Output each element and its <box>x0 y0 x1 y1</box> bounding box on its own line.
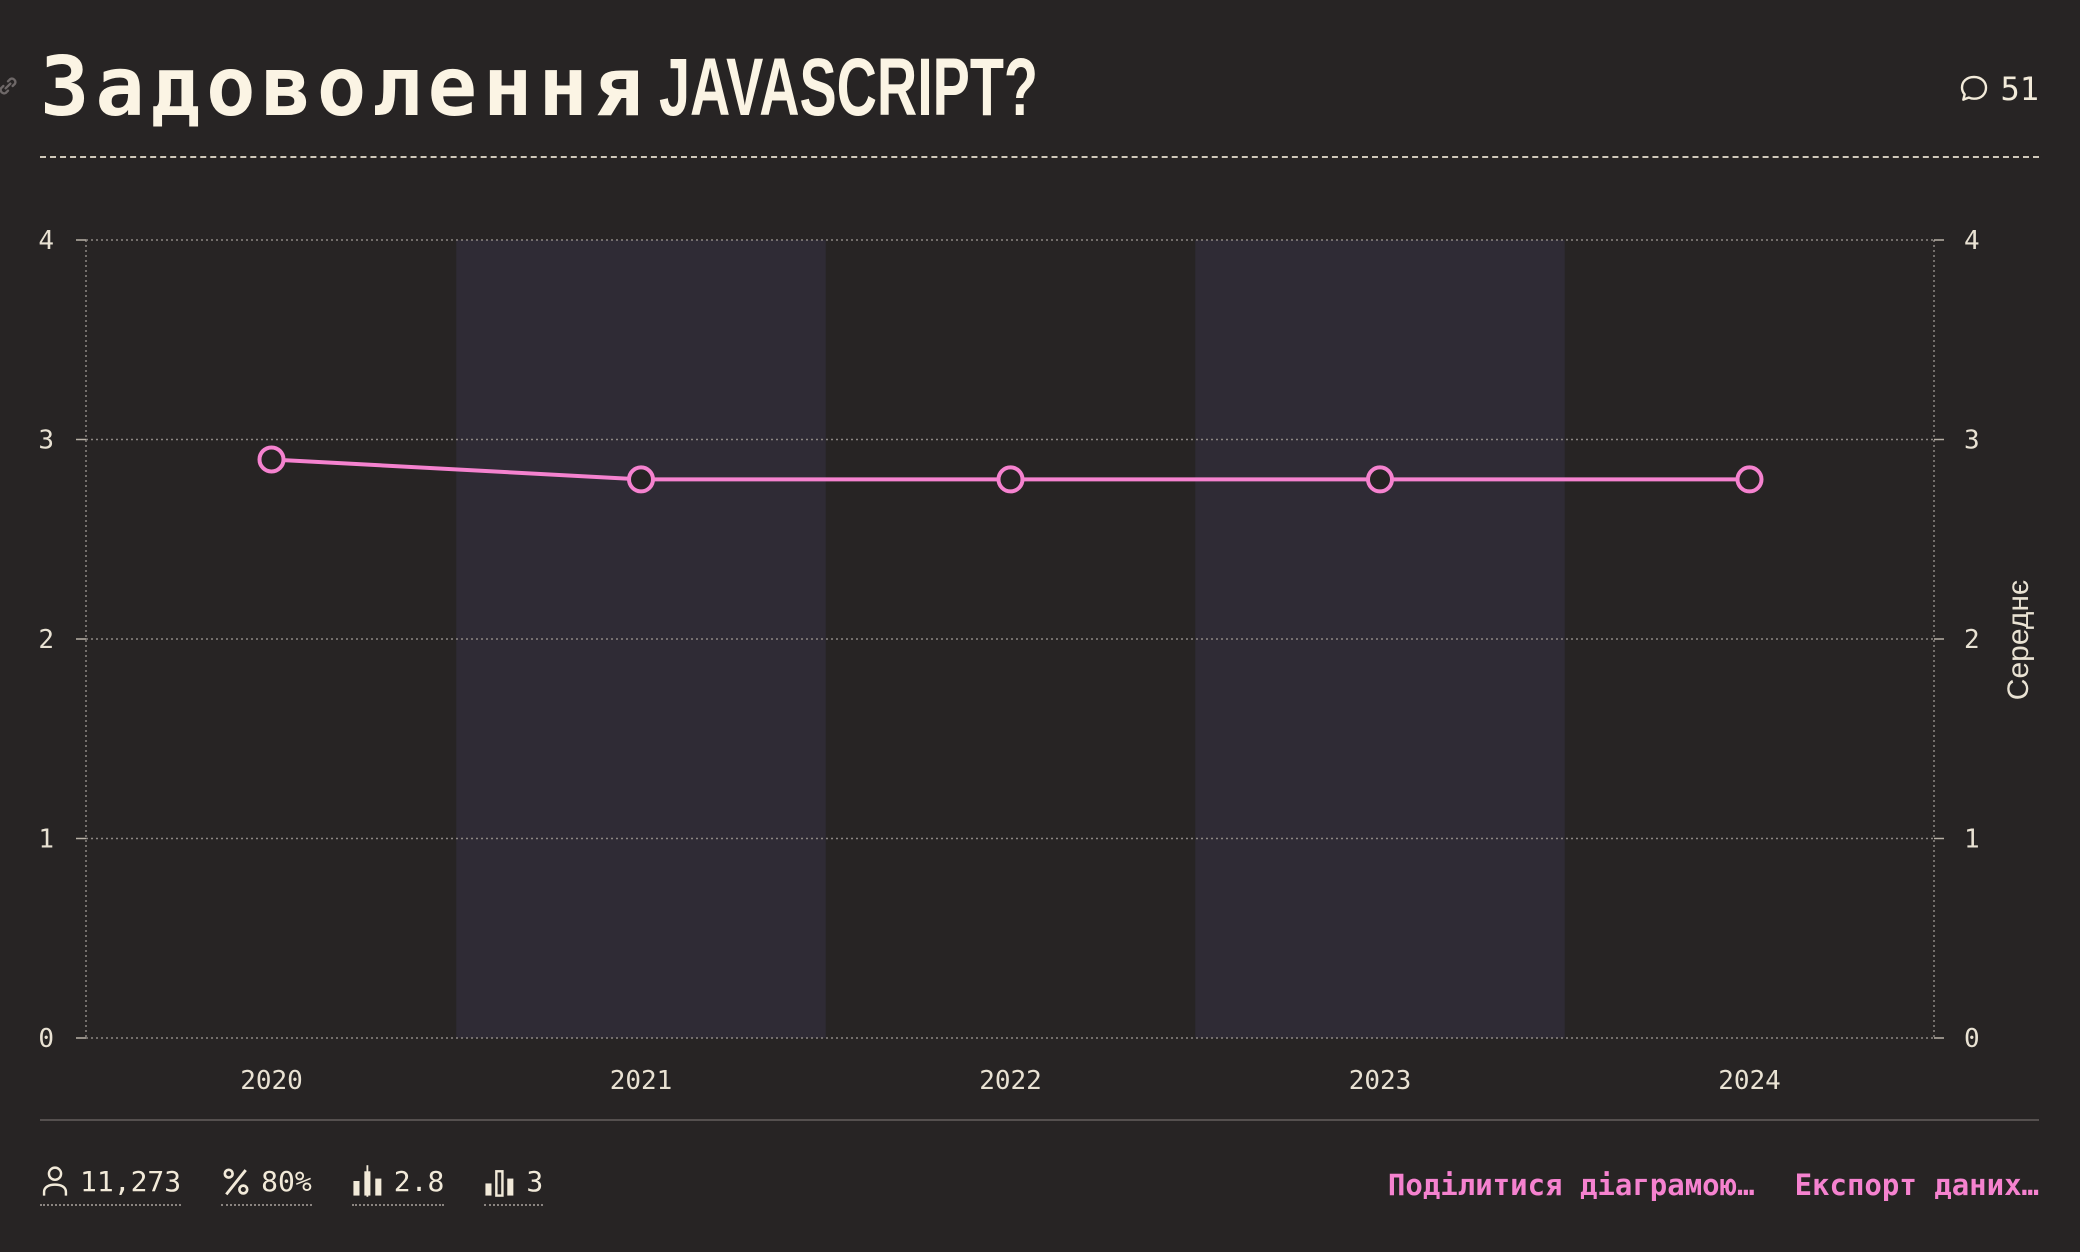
y-axis-left: 0 1 2 3 4 <box>38 226 86 1054</box>
data-point <box>257 445 286 474</box>
median-icon <box>485 1170 514 1197</box>
link-icon[interactable] <box>0 72 22 100</box>
x-axis: 2020 2021 2022 2023 2024 <box>240 1066 1781 1096</box>
x-tick-label: 2021 <box>610 1066 673 1096</box>
comment-icon <box>1961 75 1988 101</box>
page-title: Задоволення JAVASCRIPT? <box>40 38 1216 138</box>
x-tick-label: 2020 <box>240 1066 303 1096</box>
title-main: Задоволення <box>40 40 650 135</box>
chart-bands <box>456 240 1565 1038</box>
percent-value: 80% <box>261 1164 312 1198</box>
percent-icon <box>223 1168 249 1196</box>
data-point <box>627 465 655 494</box>
chart-stats: 11,273 80% 2.8 3 <box>40 1164 544 1206</box>
comments-button[interactable]: 51 <box>1958 70 2039 108</box>
y-tick-label: 4 <box>38 226 54 256</box>
y-axis-right: 0 1 2 3 4 <box>1934 226 1980 1054</box>
data-point <box>1366 465 1394 494</box>
data-point <box>1735 465 1764 494</box>
x-tick-label: 2022 <box>979 1066 1042 1096</box>
average-icon <box>353 1165 382 1197</box>
y-tick-label: 2 <box>38 625 54 655</box>
footer-divider <box>40 1119 2039 1121</box>
y-tick-label: 0 <box>38 1024 54 1054</box>
y-tick-label: 1 <box>38 825 54 855</box>
comment-count: 51 <box>2000 70 2039 108</box>
y-tick-label: 3 <box>1964 426 1980 456</box>
chart-actions: Поділитися діаграмою… Експорт даних… <box>1388 1168 2039 1202</box>
y-tick-label: 3 <box>38 426 54 456</box>
chart-band <box>1195 240 1565 1038</box>
y-tick-label: 1 <box>1964 825 1980 855</box>
chart-points <box>257 445 1764 494</box>
average-value: 2.8 <box>393 1164 445 1198</box>
percent-stat[interactable]: 80% <box>221 1164 312 1206</box>
share-chart-button[interactable]: Поділитися діаграмою… <box>1387 1168 1755 1202</box>
line-chart: 0 1 2 3 4 0 1 2 3 4 2020 2021 2022 2023 2024 Середнє <box>38 226 2035 1096</box>
respondents-value: 11,273 <box>80 1164 182 1198</box>
average-stat[interactable]: 2.8 <box>351 1164 445 1206</box>
user-icon <box>42 1166 68 1196</box>
y-tick-label: 2 <box>1964 625 1980 655</box>
chart-grid <box>85 239 1935 1039</box>
y-tick-label: 4 <box>1964 226 1980 256</box>
export-data-button[interactable]: Експорт даних… <box>1794 1168 2039 1202</box>
data-point <box>996 465 1025 494</box>
title-highlight: JAVASCRIPT? <box>659 42 1039 133</box>
respondents-stat[interactable]: 11,273 <box>40 1164 182 1206</box>
median-stat[interactable]: 3 <box>484 1164 544 1206</box>
y-tick-label: 0 <box>1964 1024 1980 1054</box>
median-value: 3 <box>526 1164 544 1198</box>
y-axis-right-title: Середнє <box>2002 580 2035 700</box>
header-divider <box>40 156 2039 158</box>
x-tick-label: 2024 <box>1718 1066 1781 1096</box>
x-tick-label: 2023 <box>1349 1066 1412 1096</box>
